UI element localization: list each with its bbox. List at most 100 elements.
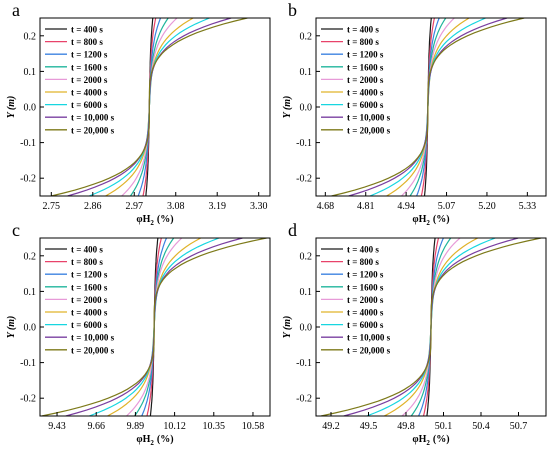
x-tick-label: 4.81 [357, 201, 375, 212]
chart-panel-c: -0.2 -0.1 0.0 0.1 0.2 9.43 9.66 9.89 10.12 10.35 1… [6, 220, 271, 447]
legend-label: t = 6000 s [71, 100, 108, 110]
series-line [51, 18, 248, 196]
x-tick-label: 2.97 [126, 201, 144, 212]
x-tick-label: 9.66 [87, 421, 105, 432]
x-tick-label: 10.58 [242, 421, 265, 432]
y-tick-label: 0.0 [24, 103, 37, 114]
x-tick-label: 9.43 [48, 421, 66, 432]
y-tick-label: -0.1 [296, 138, 312, 149]
y-axis-label: Y (m) [282, 316, 293, 339]
y-tick-label: 0.0 [24, 323, 37, 334]
x-tick-label: 50.7 [510, 421, 528, 432]
legend-label: t = 800 s [347, 257, 379, 267]
legend-label: t = 800 s [71, 37, 103, 47]
y-axis-label: Y (m) [6, 96, 17, 119]
x-axis-label: φH2 (%) [412, 434, 449, 447]
series-line [320, 238, 542, 416]
y-tick-label: 0.1 [24, 67, 37, 78]
x-tick-label: 49.2 [322, 421, 340, 432]
legend-label: t = 4000 s [71, 308, 108, 318]
chart-panel-a: -0.2 -0.1 0.0 0.1 0.2 2.75 2.86 2.97 3.08 3.19 3.3… [6, 0, 271, 227]
panel-label: c [12, 220, 20, 240]
legend: t = 400 s t = 800 s t = 1200 s t = 1600 s t … [45, 245, 115, 355]
legend-label: t = 10,000 s [71, 113, 115, 123]
y-tick-label: -0.1 [296, 358, 312, 369]
y-tick-label: 0.2 [24, 31, 37, 42]
series-line [331, 18, 525, 196]
chart-panel-d: -0.2 -0.1 0.0 0.1 0.2 49.2 49.5 49.8 50.1 50.4 50.… [282, 220, 547, 447]
legend-label: t = 1600 s [71, 282, 108, 292]
series-line [41, 238, 267, 416]
x-tick-label: 3.19 [208, 201, 226, 212]
legend-label: t = 10,000 s [347, 113, 391, 123]
legend-label: t = 2000 s [71, 75, 108, 85]
y-tick-label: 0.1 [300, 287, 313, 298]
legend-label: t = 2000 s [71, 295, 108, 305]
y-tick-label: 0.0 [300, 323, 313, 334]
series-group [320, 238, 542, 416]
legend-label: t = 2000 s [347, 75, 384, 85]
legend-label: t = 10,000 s [71, 333, 115, 343]
legend-label: t = 1200 s [71, 50, 108, 60]
y-tick-label: -0.2 [296, 394, 312, 405]
y-tick-label: 0.2 [24, 251, 37, 262]
y-axis-label: Y (m) [282, 96, 293, 119]
x-tick-label: 5.20 [478, 201, 496, 212]
legend-label: t = 400 s [347, 245, 379, 255]
legend-label: t = 6000 s [347, 100, 384, 110]
x-tick-label: 10.12 [163, 421, 186, 432]
legend-label: t = 400 s [71, 25, 103, 35]
y-tick-label: 0.1 [24, 287, 37, 298]
legend-label: t = 4000 s [347, 308, 384, 318]
y-tick-label: -0.1 [20, 358, 36, 369]
series-group [331, 18, 525, 196]
y-tick-label: -0.2 [296, 174, 312, 185]
x-tick-label: 10.35 [203, 421, 226, 432]
legend-label: t = 1200 s [347, 50, 384, 60]
y-tick-label: -0.2 [20, 394, 36, 405]
legend: t = 400 s t = 800 s t = 1200 s t = 1600 s t … [321, 245, 391, 355]
legend-label: t = 1200 s [347, 270, 384, 280]
x-tick-label: 9.89 [127, 421, 145, 432]
x-tick-label: 50.1 [435, 421, 453, 432]
legend-label: t = 10,000 s [347, 333, 391, 343]
series-group [41, 238, 267, 416]
x-tick-label: 49.8 [397, 421, 415, 432]
x-tick-label: 5.07 [438, 201, 456, 212]
legend: t = 400 s t = 800 s t = 1200 s t = 1600 s t … [321, 25, 391, 135]
x-tick-label: 2.86 [84, 201, 102, 212]
panel-label: d [288, 220, 297, 240]
x-tick-label: 49.5 [360, 421, 378, 432]
y-tick-label: 0.1 [300, 67, 313, 78]
legend: t = 400 s t = 800 s t = 1200 s t = 1600 s t … [45, 25, 115, 135]
x-axis-label: φH2 (%) [136, 434, 173, 447]
legend-label: t = 1600 s [347, 282, 384, 292]
legend-label: t = 400 s [347, 25, 379, 35]
legend-label: t = 1600 s [347, 62, 384, 72]
legend-label: t = 20,000 s [71, 345, 115, 355]
legend-label: t = 6000 s [71, 320, 108, 330]
panel-label: b [288, 0, 297, 20]
x-tick-label: 3.08 [167, 201, 185, 212]
x-tick-label: 5.33 [519, 201, 537, 212]
y-tick-label: -0.2 [20, 174, 36, 185]
x-tick-label: 3.30 [250, 201, 268, 212]
legend-label: t = 800 s [347, 37, 379, 47]
x-tick-label: 50.4 [472, 421, 490, 432]
chart-panel-b: -0.2 -0.1 0.0 0.1 0.2 4.68 4.81 4.94 5.07 5.20 5.3… [282, 0, 547, 227]
y-tick-label: 0.2 [300, 31, 313, 42]
legend-label: t = 4000 s [347, 88, 384, 98]
legend-label: t = 6000 s [347, 320, 384, 330]
legend-label: t = 1600 s [71, 62, 108, 72]
x-axis-label: φH2 (%) [412, 214, 449, 227]
series-group [51, 18, 248, 196]
legend-label: t = 20,000 s [347, 125, 391, 135]
x-tick-label: 4.94 [397, 201, 415, 212]
x-tick-label: 4.68 [317, 201, 335, 212]
x-tick-label: 2.75 [43, 201, 61, 212]
legend-label: t = 20,000 s [347, 345, 391, 355]
legend-label: t = 400 s [71, 245, 103, 255]
legend-label: t = 2000 s [347, 295, 384, 305]
y-tick-label: -0.1 [20, 138, 36, 149]
